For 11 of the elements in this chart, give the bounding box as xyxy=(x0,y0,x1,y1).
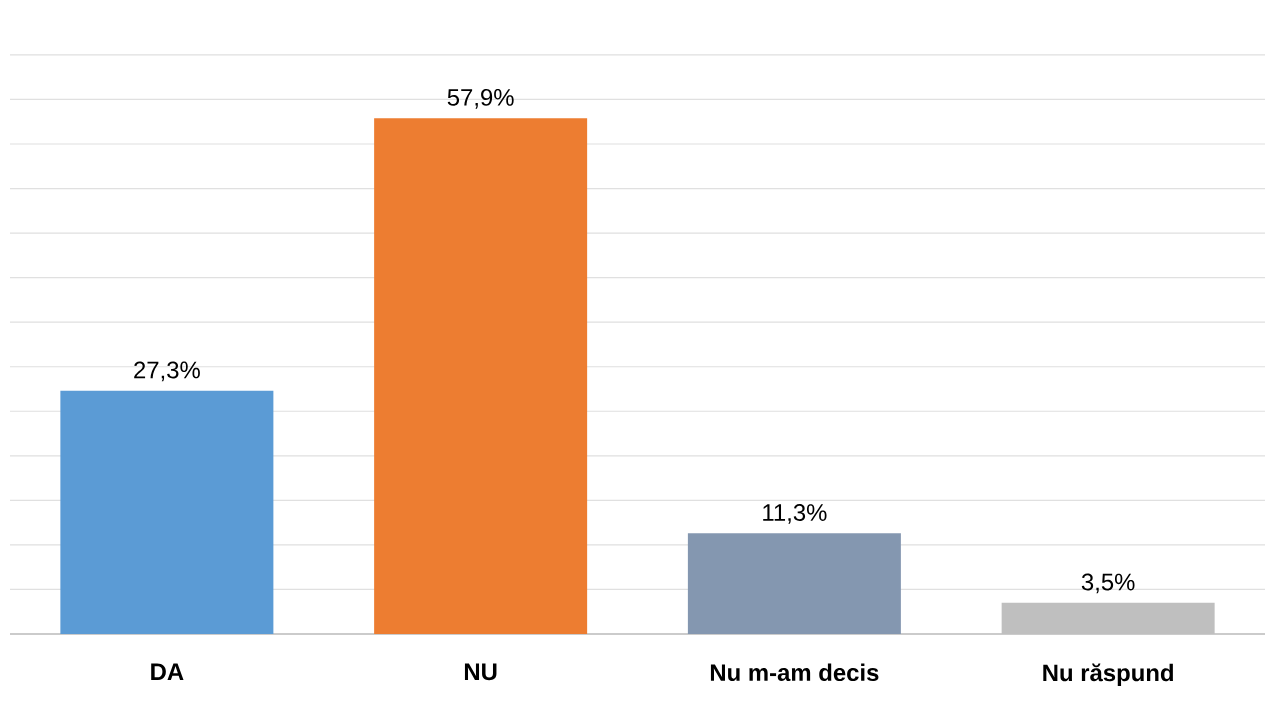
x-tick-label: Nu m-am decis xyxy=(710,663,879,682)
bar xyxy=(687,533,901,634)
bar xyxy=(374,118,588,634)
data-label: 11,3% xyxy=(763,504,827,524)
x-tick-label: DA xyxy=(151,663,184,680)
data-label: 57,9% xyxy=(447,88,514,109)
x-tick-label: NU xyxy=(464,663,497,681)
data-label: 3,5% xyxy=(1081,573,1135,594)
data-label: 27,3% xyxy=(134,361,200,382)
x-tick-label: Nu răspund xyxy=(1043,663,1173,687)
bar xyxy=(60,390,274,634)
